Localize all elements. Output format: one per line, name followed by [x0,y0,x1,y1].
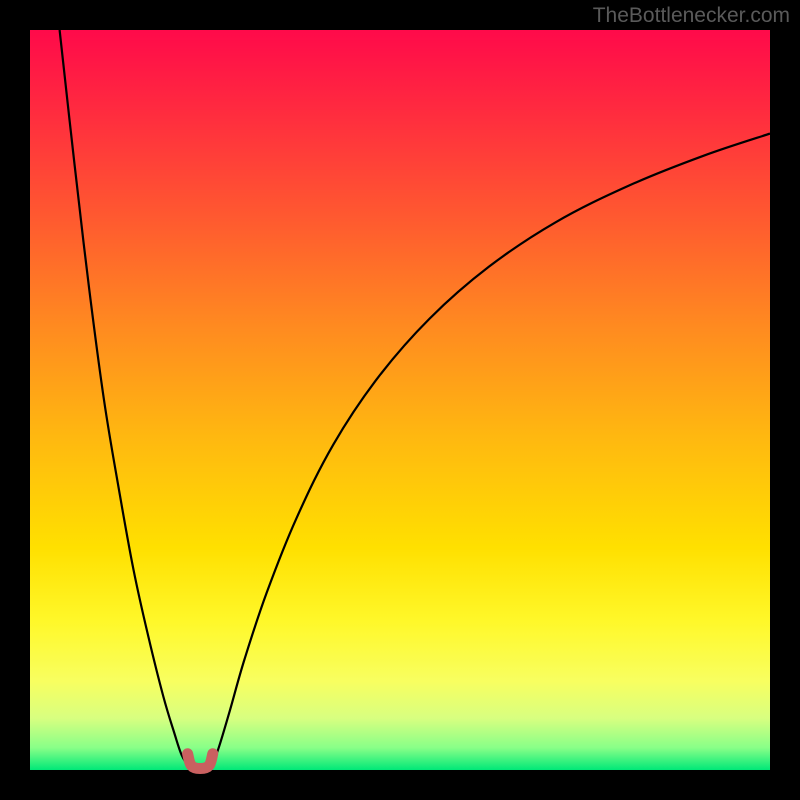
watermark-text: TheBottlenecker.com [593,4,790,27]
plot-area [30,30,770,770]
watermark: TheBottlenecker.com [593,4,790,28]
figure-container: TheBottlenecker.com [0,0,800,800]
plot-svg [0,0,800,800]
